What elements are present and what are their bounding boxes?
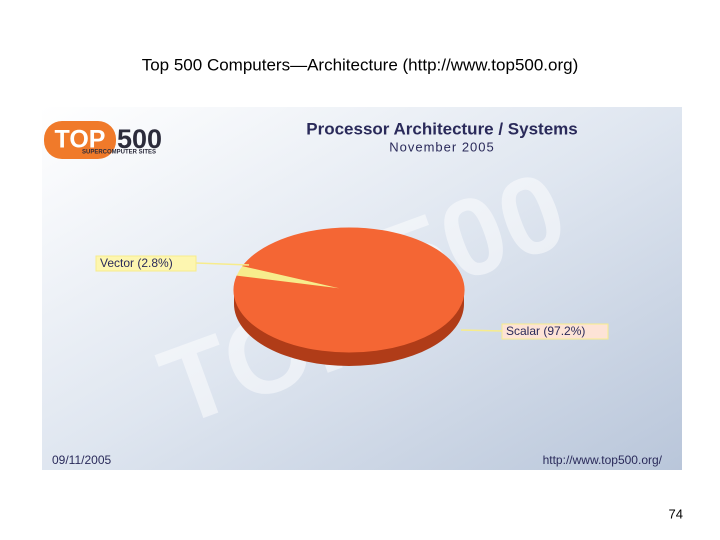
logo-right: 500: [117, 124, 162, 154]
leader-line: [195, 262, 250, 266]
label-box: [501, 323, 609, 340]
pie: [233, 227, 465, 366]
chart-subtitle: November 2005: [389, 139, 495, 154]
chart-date: 09/11/2005: [52, 453, 111, 467]
page-number: 74: [669, 506, 683, 521]
logo-tagline: SUPERCOMPUTER SITES: [82, 150, 156, 156]
data-label: Vector (2.8%): [100, 256, 173, 270]
label-box: [95, 255, 197, 272]
pie-slice: [233, 227, 465, 353]
data-label: Scalar (97.2%): [506, 324, 585, 338]
logo-left: TOP: [55, 126, 106, 154]
chart-source: http://www.top500.org/: [543, 453, 663, 467]
slide-title: Top 500 Computers—Architecture (http://w…: [142, 55, 579, 74]
chart-title: Processor Architecture / Systems: [306, 119, 578, 138]
logo-badge: [44, 121, 116, 159]
leader-line: [460, 329, 503, 332]
